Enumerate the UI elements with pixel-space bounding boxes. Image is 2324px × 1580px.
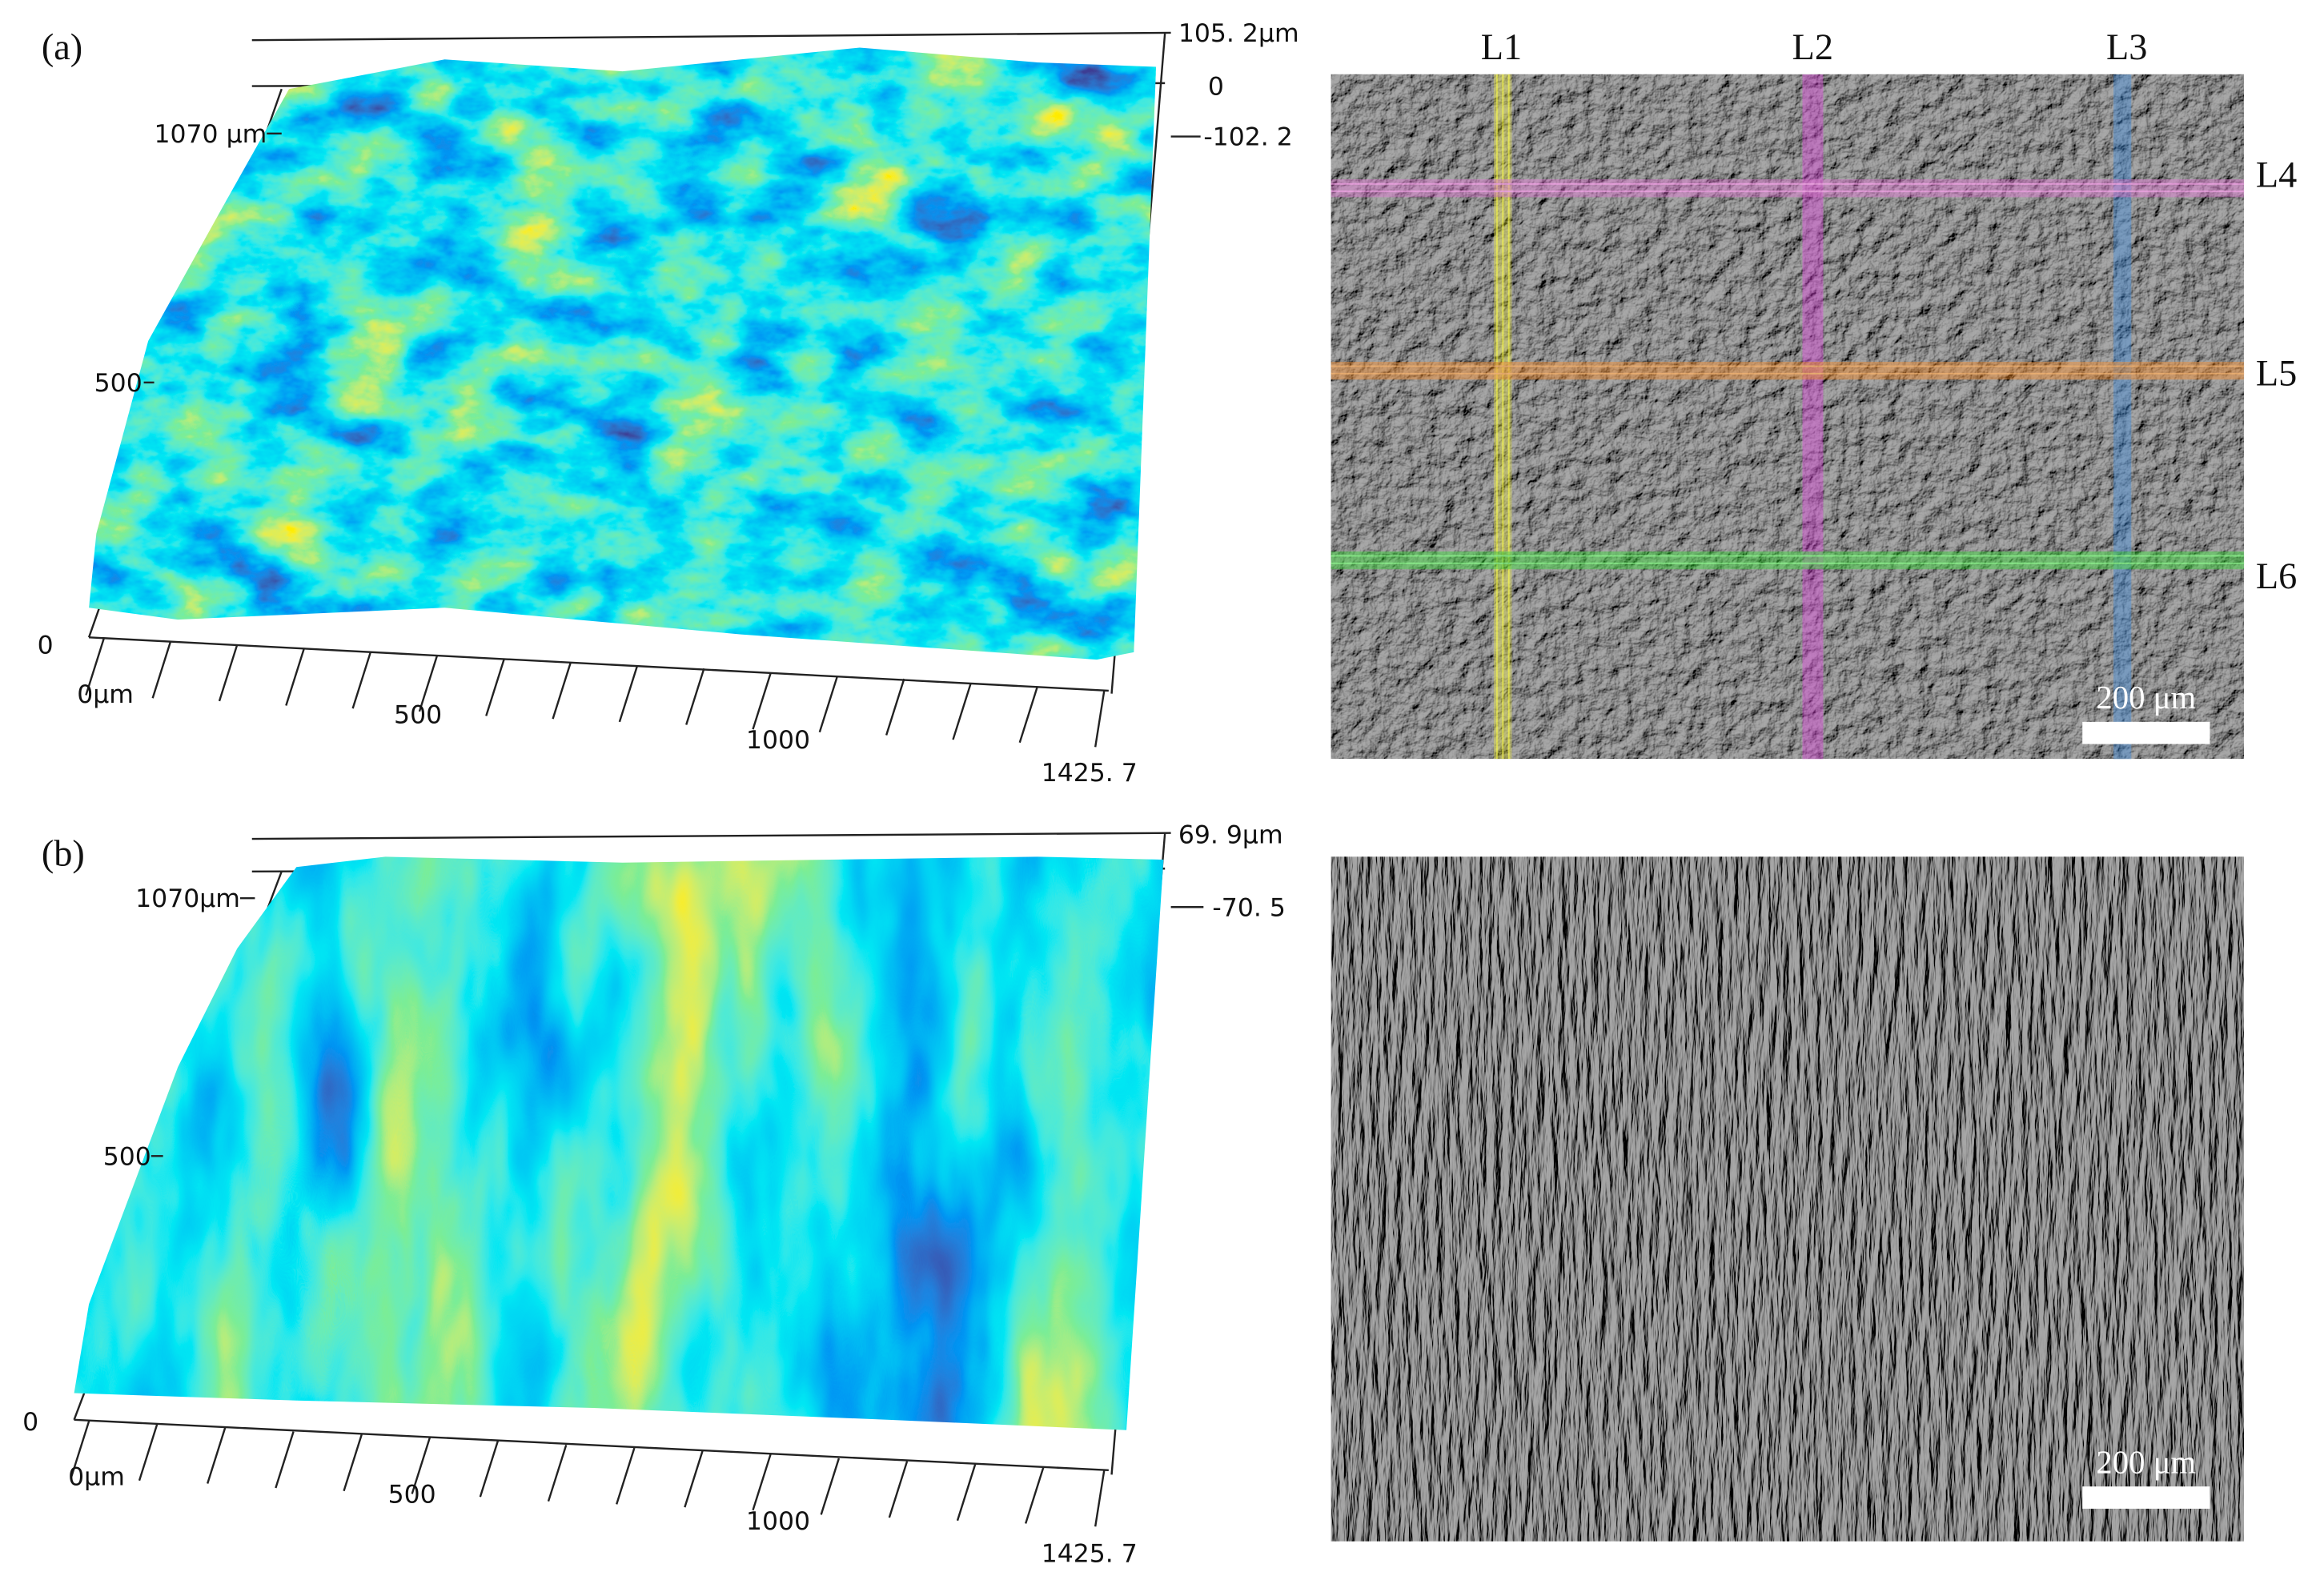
- line-label: L2: [1792, 27, 1833, 68]
- z-label: 69. 9μm: [1178, 821, 1283, 850]
- y-label: 0: [38, 632, 54, 660]
- x-label: 1000: [746, 1507, 810, 1536]
- frame-line: [251, 31, 1171, 42]
- x-label: 1000: [746, 726, 810, 755]
- scale-bar: [2082, 1486, 2210, 1509]
- axis-line: [89, 636, 1109, 692]
- scale-bar: [2082, 721, 2210, 744]
- frame-line: [251, 832, 1171, 840]
- scale-bar-label: 200 μm: [2096, 680, 2196, 716]
- surface: [74, 856, 1164, 1430]
- z-label: -102. 2: [1203, 123, 1292, 152]
- surface-plot: 105. 2μm 0 -102. 2 1070 μm 500 0 0μm 500…: [38, 19, 1299, 788]
- line-label: L4: [2256, 154, 2297, 195]
- micrograph: 200 μm: [1331, 856, 2245, 1542]
- line-label: L3: [2106, 27, 2147, 68]
- y-label: 500: [103, 1142, 151, 1171]
- line-label: L1: [1481, 27, 1522, 68]
- y-label: 1070μm: [135, 884, 240, 913]
- z-label: -70. 5: [1212, 893, 1285, 922]
- y-label: 500: [94, 369, 142, 398]
- x-label: 500: [388, 1481, 436, 1510]
- surface-plot: 69. 9μm -70. 5 1070μm 500 0 0μm 500 1000…: [22, 821, 1286, 1569]
- panel-label: (a): [42, 27, 82, 68]
- x-ticks: [70, 1421, 1106, 1527]
- line-label: L6: [2256, 556, 2297, 597]
- image: [1331, 74, 2245, 760]
- x-ticks: [85, 638, 1106, 748]
- scale-bar-label: 200 μm: [2096, 1444, 2196, 1480]
- panel-label: (b): [42, 833, 85, 874]
- axis-line: [74, 1418, 1109, 1471]
- z-label: 105. 2μm: [1178, 19, 1299, 48]
- y-label: 1070 μm: [154, 120, 267, 149]
- x-label: 1425. 7: [1042, 759, 1138, 788]
- x-label: 500: [394, 701, 442, 730]
- image: [1331, 856, 2245, 1542]
- micrograph: L1 L2 L3 L4 L5 L6 200 μm: [1331, 27, 2297, 760]
- line-label: L5: [2256, 354, 2297, 395]
- profile-lines: [1331, 74, 2245, 760]
- x-label: 0μm: [68, 1462, 125, 1491]
- surface: [89, 47, 1157, 660]
- y-label: 0: [22, 1408, 38, 1437]
- z-label: 0: [1208, 73, 1224, 102]
- x-label: 1425. 7: [1042, 1540, 1138, 1569]
- x-label: 0μm: [77, 680, 134, 709]
